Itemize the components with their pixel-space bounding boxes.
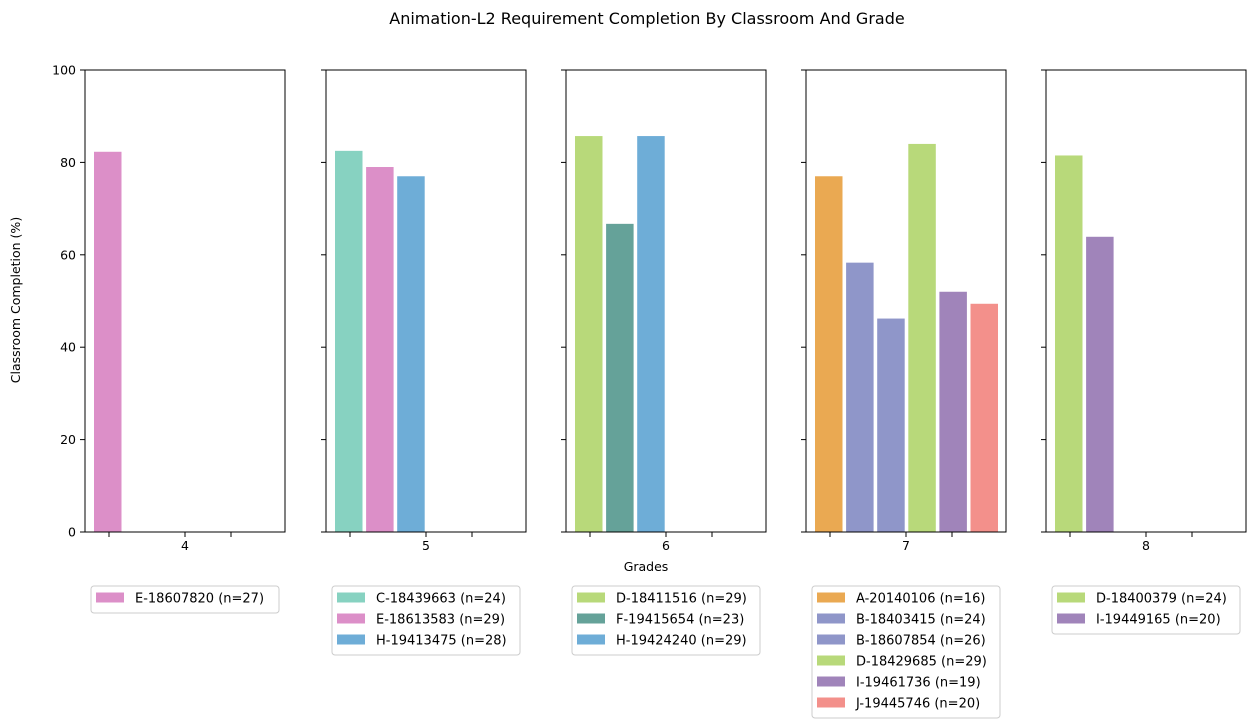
legend-swatch [577, 613, 605, 624]
panel-grade-6: 6 D-18411516 (n=29) F-19415654 (n=23) H-194… [561, 69, 767, 656]
legend-swatch [577, 592, 605, 603]
y-tick-label: 20 [60, 432, 76, 447]
bar [397, 176, 425, 532]
legend-swatch [96, 592, 124, 603]
panel-grade-5: 5 C-18439663 (n=24) E-18613583 (n=29) H-194… [321, 69, 527, 656]
legend-swatch [577, 634, 605, 645]
legend-swatch [817, 655, 845, 666]
legend-swatch [337, 613, 365, 624]
legend-swatch [1057, 592, 1085, 603]
legend-label: E-18613583 (n=29) [376, 613, 505, 628]
legend-label: C-18439663 (n=24) [376, 592, 506, 607]
y-tick-label: 80 [60, 155, 76, 170]
y-axis-label: Classroom Completion (%) [8, 217, 23, 383]
legend-label: E-18607820 (n=27) [135, 592, 264, 607]
bar [877, 318, 905, 532]
x-tick-label: 6 [662, 538, 670, 553]
x-tick-label: 4 [181, 538, 189, 553]
legend-label: D-18411516 (n=29) [616, 592, 747, 607]
legend-swatch [817, 613, 845, 624]
bar [815, 176, 843, 532]
legend-label: H-19424240 (n=29) [616, 634, 747, 649]
legend-box [571, 585, 761, 656]
bar [575, 136, 603, 533]
legend-label: B-18607854 (n=26) [856, 634, 986, 649]
x-tick-label: 8 [1142, 538, 1150, 553]
y-tick-label: 0 [68, 525, 76, 540]
y-tick-label: 40 [60, 340, 76, 355]
panel-grade-8: 8 D-18400379 (n=24) I-19449165 (n=20) [1041, 69, 1247, 635]
legend-box [331, 585, 521, 656]
bar [606, 223, 634, 532]
legend-grade-4: E-18607820 (n=27) [90, 585, 280, 614]
bar [939, 291, 967, 532]
bar [1086, 236, 1114, 533]
legend-swatch [1057, 613, 1085, 624]
legend-label: B-18403415 (n=24) [856, 613, 986, 628]
x-tick-label: 7 [902, 538, 910, 553]
bar [846, 262, 874, 532]
legend-label: D-18400379 (n=24) [1096, 592, 1227, 607]
bar [970, 303, 998, 532]
legend-label: I-19461736 (n=19) [856, 676, 981, 691]
panel-grade-4: 0 20 40 60 80 100 4 E-18607820 (n=27) [52, 63, 286, 614]
legend-swatch [337, 592, 365, 603]
panel-grade-7: 7 A-20140106 (n=16) B-18403415 (n=24) B-186… [801, 69, 1007, 719]
x-tick-label: 5 [422, 538, 430, 553]
legend-swatch [817, 634, 845, 645]
bar [637, 136, 665, 533]
bar [1055, 155, 1083, 532]
legend-label: F-19415654 (n=23) [616, 613, 744, 628]
legend-label: D-18429685 (n=29) [856, 655, 987, 670]
legend-label: A-20140106 (n=16) [856, 592, 985, 607]
bar [908, 143, 936, 533]
x-axis-label: Grades [624, 559, 669, 574]
legend-label: H-19413475 (n=28) [376, 634, 507, 649]
bar [335, 150, 363, 532]
legend-swatch [337, 634, 365, 645]
legend-grade-7: A-20140106 (n=16) B-18403415 (n=24) B-1860… [811, 585, 1001, 719]
legend-swatch [817, 592, 845, 603]
legend-box [1051, 585, 1241, 635]
legend-grade-5: C-18439663 (n=24) E-18613583 (n=29) H-1941… [331, 585, 521, 656]
y-tick-label: 60 [60, 247, 76, 262]
y-tick-label: 100 [52, 63, 76, 78]
legend-swatch [817, 676, 845, 687]
panels-group: 0 20 40 60 80 100 4 E-18607820 (n=27) 5 C-1843966… [52, 63, 1247, 719]
bar [366, 167, 394, 532]
chart-title: Animation-L2 Requirement Completion By C… [389, 9, 904, 28]
legend-grade-8: D-18400379 (n=24) I-19449165 (n=20) [1051, 585, 1241, 635]
legend-label: J-19445746 (n=20) [855, 697, 980, 712]
legend-swatch [817, 697, 845, 708]
legend-grade-6: D-18411516 (n=29) F-19415654 (n=23) H-1942… [571, 585, 761, 656]
legend-box [811, 585, 1001, 719]
bar [94, 151, 122, 533]
legend-box [90, 585, 280, 614]
legend-label: I-19449165 (n=20) [1096, 613, 1221, 628]
